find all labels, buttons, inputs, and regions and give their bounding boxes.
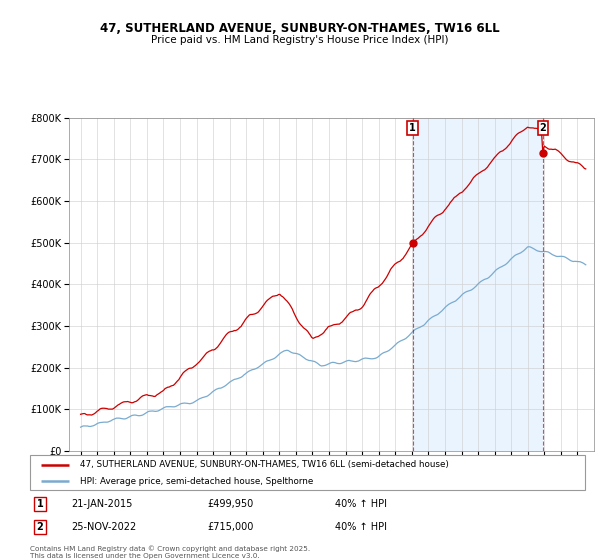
Text: £715,000: £715,000 xyxy=(208,522,254,532)
Text: 47, SUTHERLAND AVENUE, SUNBURY-ON-THAMES, TW16 6LL (semi-detached house): 47, SUTHERLAND AVENUE, SUNBURY-ON-THAMES… xyxy=(80,460,449,469)
Text: 2: 2 xyxy=(37,522,43,532)
Text: 25-NOV-2022: 25-NOV-2022 xyxy=(71,522,137,532)
Text: HPI: Average price, semi-detached house, Spelthorne: HPI: Average price, semi-detached house,… xyxy=(80,477,313,486)
Text: Contains HM Land Registry data © Crown copyright and database right 2025.
This d: Contains HM Land Registry data © Crown c… xyxy=(30,545,310,559)
Text: 47, SUTHERLAND AVENUE, SUNBURY-ON-THAMES, TW16 6LL: 47, SUTHERLAND AVENUE, SUNBURY-ON-THAMES… xyxy=(100,22,500,35)
Text: 40% ↑ HPI: 40% ↑ HPI xyxy=(335,522,387,532)
Text: 2: 2 xyxy=(539,123,547,133)
FancyBboxPatch shape xyxy=(30,455,585,490)
Text: 21-JAN-2015: 21-JAN-2015 xyxy=(71,500,133,509)
Text: 1: 1 xyxy=(37,500,43,509)
Text: 1: 1 xyxy=(409,123,416,133)
Text: Price paid vs. HM Land Registry's House Price Index (HPI): Price paid vs. HM Land Registry's House … xyxy=(151,35,449,45)
Text: £499,950: £499,950 xyxy=(208,500,254,509)
Text: 40% ↑ HPI: 40% ↑ HPI xyxy=(335,500,387,509)
Bar xyxy=(413,118,543,451)
